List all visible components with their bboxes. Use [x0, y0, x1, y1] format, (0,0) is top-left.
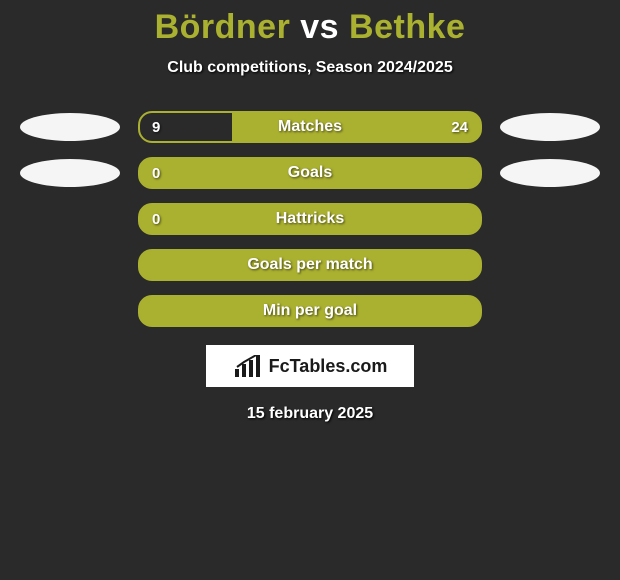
- avatar-spacer: [20, 297, 120, 325]
- player-left-avatar: [20, 159, 120, 187]
- subtitle: Club competitions, Season 2024/2025: [0, 59, 620, 77]
- stat-value-left: 0: [140, 205, 172, 233]
- avatar-spacer: [20, 251, 120, 279]
- logo-text: FcTables.com: [269, 356, 388, 377]
- stat-bar: Goals per match: [138, 249, 482, 281]
- stat-bar: Hattricks0: [138, 203, 482, 235]
- stat-value-left: 0: [140, 159, 172, 187]
- avatar-spacer: [500, 205, 600, 233]
- stat-row: Matches924: [0, 113, 620, 141]
- stat-bar: Goals0: [138, 157, 482, 189]
- stat-bar-left: [140, 113, 232, 141]
- stat-rows: Matches924Goals0Hattricks0Goals per matc…: [0, 113, 620, 325]
- comparison-infographic: Bördner vs Bethke Club competitions, Sea…: [0, 0, 620, 580]
- stat-label: Hattricks: [140, 205, 480, 233]
- stat-value-right: 24: [439, 113, 480, 141]
- stat-row: Goals0: [0, 159, 620, 187]
- page-title: Bördner vs Bethke: [0, 0, 620, 47]
- player-left-avatar: [20, 113, 120, 141]
- stat-row: Min per goal: [0, 297, 620, 325]
- avatar-spacer: [500, 297, 600, 325]
- stat-row: Hattricks0: [0, 205, 620, 233]
- avatar-spacer: [20, 205, 120, 233]
- stat-label: Min per goal: [140, 297, 480, 325]
- date-text: 15 february 2025: [0, 405, 620, 423]
- vs-text: vs: [300, 8, 339, 46]
- player-right-name: Bethke: [349, 8, 465, 46]
- chart-icon: [233, 355, 263, 377]
- stat-label: Goals per match: [140, 251, 480, 279]
- player-right-avatar: [500, 159, 600, 187]
- stat-bar: Min per goal: [138, 295, 482, 327]
- player-right-avatar: [500, 113, 600, 141]
- player-left-name: Bördner: [155, 8, 291, 46]
- stat-row: Goals per match: [0, 251, 620, 279]
- avatar-spacer: [500, 251, 600, 279]
- stat-bar: Matches924: [138, 111, 482, 143]
- logo-box: FcTables.com: [206, 345, 414, 387]
- stat-label: Goals: [140, 159, 480, 187]
